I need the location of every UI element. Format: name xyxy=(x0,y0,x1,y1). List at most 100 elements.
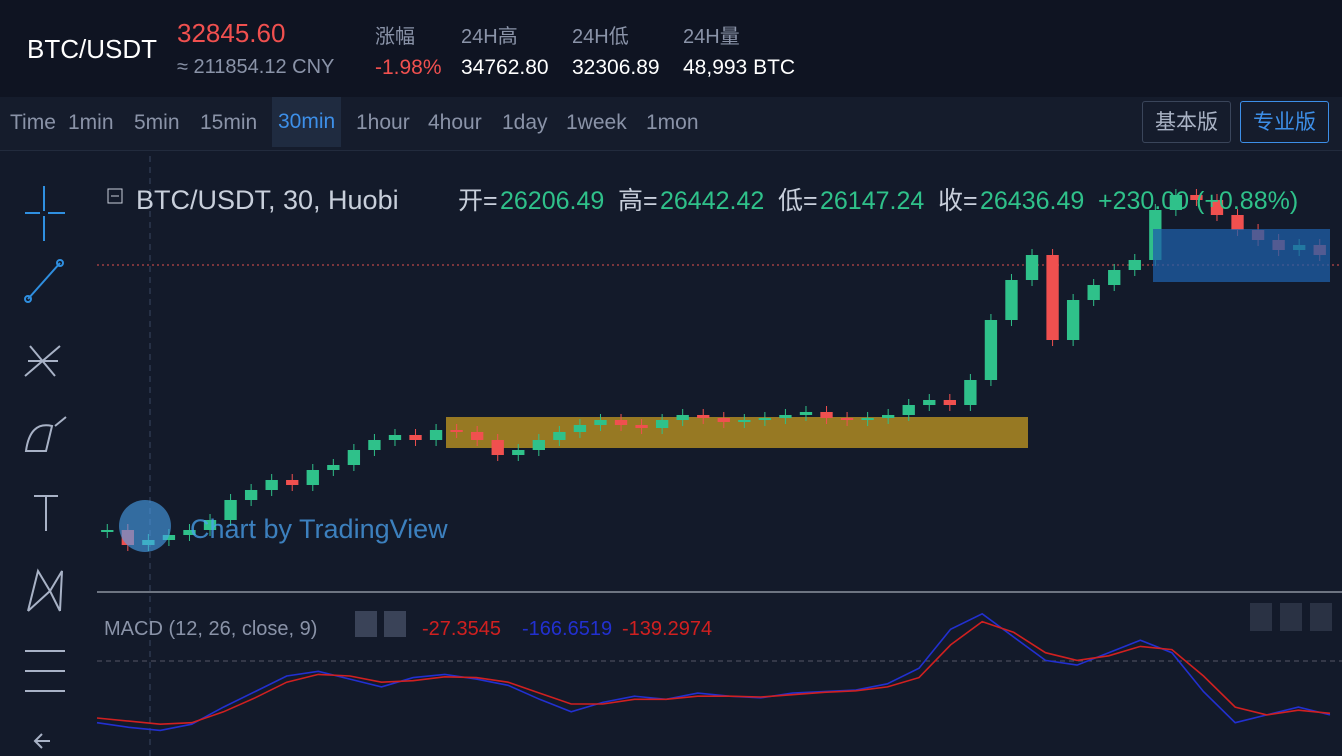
cny-price: ≈ 211854.12 CNY xyxy=(177,56,335,78)
candle xyxy=(429,430,443,440)
candle xyxy=(779,415,792,418)
candle xyxy=(861,418,874,420)
candle xyxy=(1231,215,1244,230)
candle xyxy=(594,420,607,425)
candle xyxy=(553,432,566,440)
interval-button[interactable]: Time xyxy=(10,111,56,134)
candle xyxy=(676,415,689,420)
ohlc-label: 收= xyxy=(938,187,978,215)
macd-pane: -27.3545 -166.6519 -139.2974 xyxy=(96,612,1331,732)
legend-symbol: BTC/USDT, 30, Huobi xyxy=(136,185,399,215)
candle xyxy=(882,415,895,418)
pane-max[interactable] xyxy=(1310,603,1332,631)
candle xyxy=(1169,195,1183,210)
candle xyxy=(1087,285,1100,300)
candle xyxy=(224,500,237,520)
header: BTC/USDT 32845.60 ≈ 211854.12 CNY 涨幅 -1.9… xyxy=(0,0,1342,97)
candle xyxy=(820,412,833,418)
version-button[interactable]: 专业版 xyxy=(1240,101,1329,143)
ohlc-value: 26206.49 xyxy=(500,187,604,215)
candle xyxy=(1108,270,1121,285)
macd-readout: -139.2974 xyxy=(622,618,712,640)
ohlc-label: 高= xyxy=(618,187,658,215)
tool-icons-2[interactable] xyxy=(24,345,67,749)
ohlc-label: 开= xyxy=(458,187,498,215)
candle xyxy=(1046,255,1059,340)
macd-readout: -166.6519 xyxy=(522,618,612,640)
ohlc-label: 低= xyxy=(778,187,818,215)
watermark-logo xyxy=(119,500,171,552)
interval-button[interactable]: 1hour xyxy=(356,111,410,134)
macd-readout: -27.3545 xyxy=(422,618,501,640)
collapse-icon[interactable] xyxy=(107,188,123,204)
interval-button[interactable]: 4hour xyxy=(428,111,482,134)
ohlc: 开= 26206.49 高= 26442.42 低= 26147.24 收= 26436.49 xyxy=(458,187,1084,215)
candle xyxy=(491,440,504,455)
pair: BTC/USDT xyxy=(27,34,157,64)
candle xyxy=(697,415,710,418)
candle xyxy=(1066,300,1080,340)
ohlc-value: 26436.49 xyxy=(980,187,1084,215)
watermark: Chart by TradingView xyxy=(190,514,448,544)
pane-up[interactable] xyxy=(1250,603,1272,631)
interval-button[interactable]: 5min xyxy=(134,111,180,134)
interval-button[interactable]: 1day xyxy=(502,111,548,134)
candle xyxy=(388,435,402,440)
candle xyxy=(101,530,114,532)
settings-button[interactable] xyxy=(355,611,377,637)
pane-down[interactable] xyxy=(1280,603,1302,631)
candle xyxy=(635,425,648,428)
interval-button[interactable]: 1min xyxy=(68,111,114,134)
stat-value: 32306.89 xyxy=(572,56,660,79)
stat-label: 24H低 xyxy=(572,26,629,48)
candle xyxy=(183,530,196,535)
last-price: 32845.60 xyxy=(177,18,286,48)
candle xyxy=(902,405,915,415)
stat-label: 24H高 xyxy=(461,26,518,48)
candle xyxy=(840,418,854,420)
candle xyxy=(265,480,278,490)
highlight-box xyxy=(1153,229,1330,282)
macd-line xyxy=(96,612,1331,732)
interval-button[interactable]: 30min xyxy=(272,97,342,147)
candle xyxy=(244,490,258,500)
chart-area: -27.3545 -166.6519 -139.2974 BTC/USDT, 30,… xyxy=(0,151,1342,756)
candle xyxy=(471,432,484,440)
toolbar: Time 1min 5min 15min 30min 1hour 4hour 1day 1wee… xyxy=(0,97,1342,151)
candle xyxy=(614,420,628,425)
tool-icons[interactable] xyxy=(24,186,65,303)
candle xyxy=(655,420,669,428)
legend-change: +230.00 (+0.88%) xyxy=(1098,187,1298,215)
stat-label: 24H量 xyxy=(683,26,740,48)
candle xyxy=(368,440,381,450)
candle xyxy=(1005,280,1018,320)
drawing-tools xyxy=(0,151,95,756)
candle xyxy=(758,418,772,420)
stat-value: 48,993 BTC xyxy=(683,56,796,79)
candle xyxy=(717,418,730,422)
stat-value: 34762.80 xyxy=(461,56,549,79)
candle xyxy=(573,425,587,432)
candle xyxy=(964,380,977,405)
candle xyxy=(450,430,463,432)
stat-value: -1.98% xyxy=(375,56,442,79)
candle xyxy=(327,465,340,470)
ohlc-value: 26442.42 xyxy=(660,187,764,215)
candle xyxy=(943,400,956,405)
stat-label: 涨幅 xyxy=(375,26,415,48)
candle xyxy=(984,320,998,380)
candle xyxy=(532,440,545,450)
candle xyxy=(923,400,936,405)
candle xyxy=(738,420,751,422)
candle xyxy=(162,535,176,540)
candle xyxy=(1128,260,1141,270)
candle xyxy=(512,450,525,455)
candle xyxy=(1025,255,1039,280)
interval-button[interactable]: 15min xyxy=(200,111,258,134)
interval-button[interactable]: 1week xyxy=(566,111,627,134)
candles xyxy=(101,189,1326,551)
candle xyxy=(799,412,813,415)
interval-button[interactable]: 1mon xyxy=(646,111,699,134)
close-button[interactable] xyxy=(384,611,406,637)
version-button[interactable]: 基本版 xyxy=(1142,101,1231,143)
